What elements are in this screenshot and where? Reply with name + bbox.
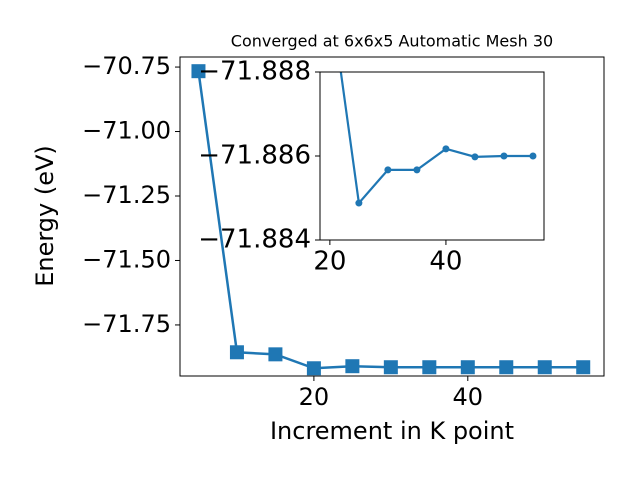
- marker: [383, 360, 398, 375]
- marker: [529, 152, 537, 160]
- x-tick-label: 20: [299, 383, 330, 411]
- y-tick-label: −70.75: [82, 52, 171, 80]
- plot-clip: [191, 64, 591, 376]
- chart-title: Converged at 6x6x5 Automatic Mesh 30: [231, 32, 553, 51]
- marker: [355, 199, 363, 207]
- marker: [413, 166, 421, 174]
- marker: [384, 166, 392, 174]
- y-axis-label: Energy (eV): [31, 145, 59, 287]
- y-tick-label: −71.75: [82, 310, 171, 338]
- y-tick-label: −71.50: [82, 245, 171, 273]
- marker: [306, 361, 321, 376]
- marker: [422, 360, 437, 375]
- x-tick-label: 40: [429, 247, 462, 277]
- marker: [345, 359, 360, 374]
- marker: [268, 347, 283, 362]
- axes-frame: [319, 71, 545, 241]
- marker: [460, 360, 475, 375]
- marker: [500, 152, 508, 160]
- y-tick-label: −71.886: [198, 141, 311, 171]
- y-tick-label: −71.00: [82, 117, 171, 145]
- marker: [576, 360, 591, 375]
- marker: [537, 360, 552, 375]
- marker: [442, 145, 450, 153]
- x-tick-label: 40: [453, 383, 484, 411]
- y-tick-label: −71.25: [82, 181, 171, 209]
- marker: [229, 345, 244, 360]
- marker: [499, 360, 514, 375]
- line-series: [339, 72, 533, 206]
- marker: [471, 153, 479, 161]
- y-tick-label: −71.888: [198, 57, 311, 87]
- y-tick-label: −71.884: [198, 225, 311, 255]
- axes-frame: [179, 56, 605, 377]
- x-axis-label: Increment in K point: [270, 417, 514, 445]
- marker: [191, 64, 206, 79]
- x-tick-label: 20: [313, 247, 346, 277]
- plot-clip: [339, 72, 537, 207]
